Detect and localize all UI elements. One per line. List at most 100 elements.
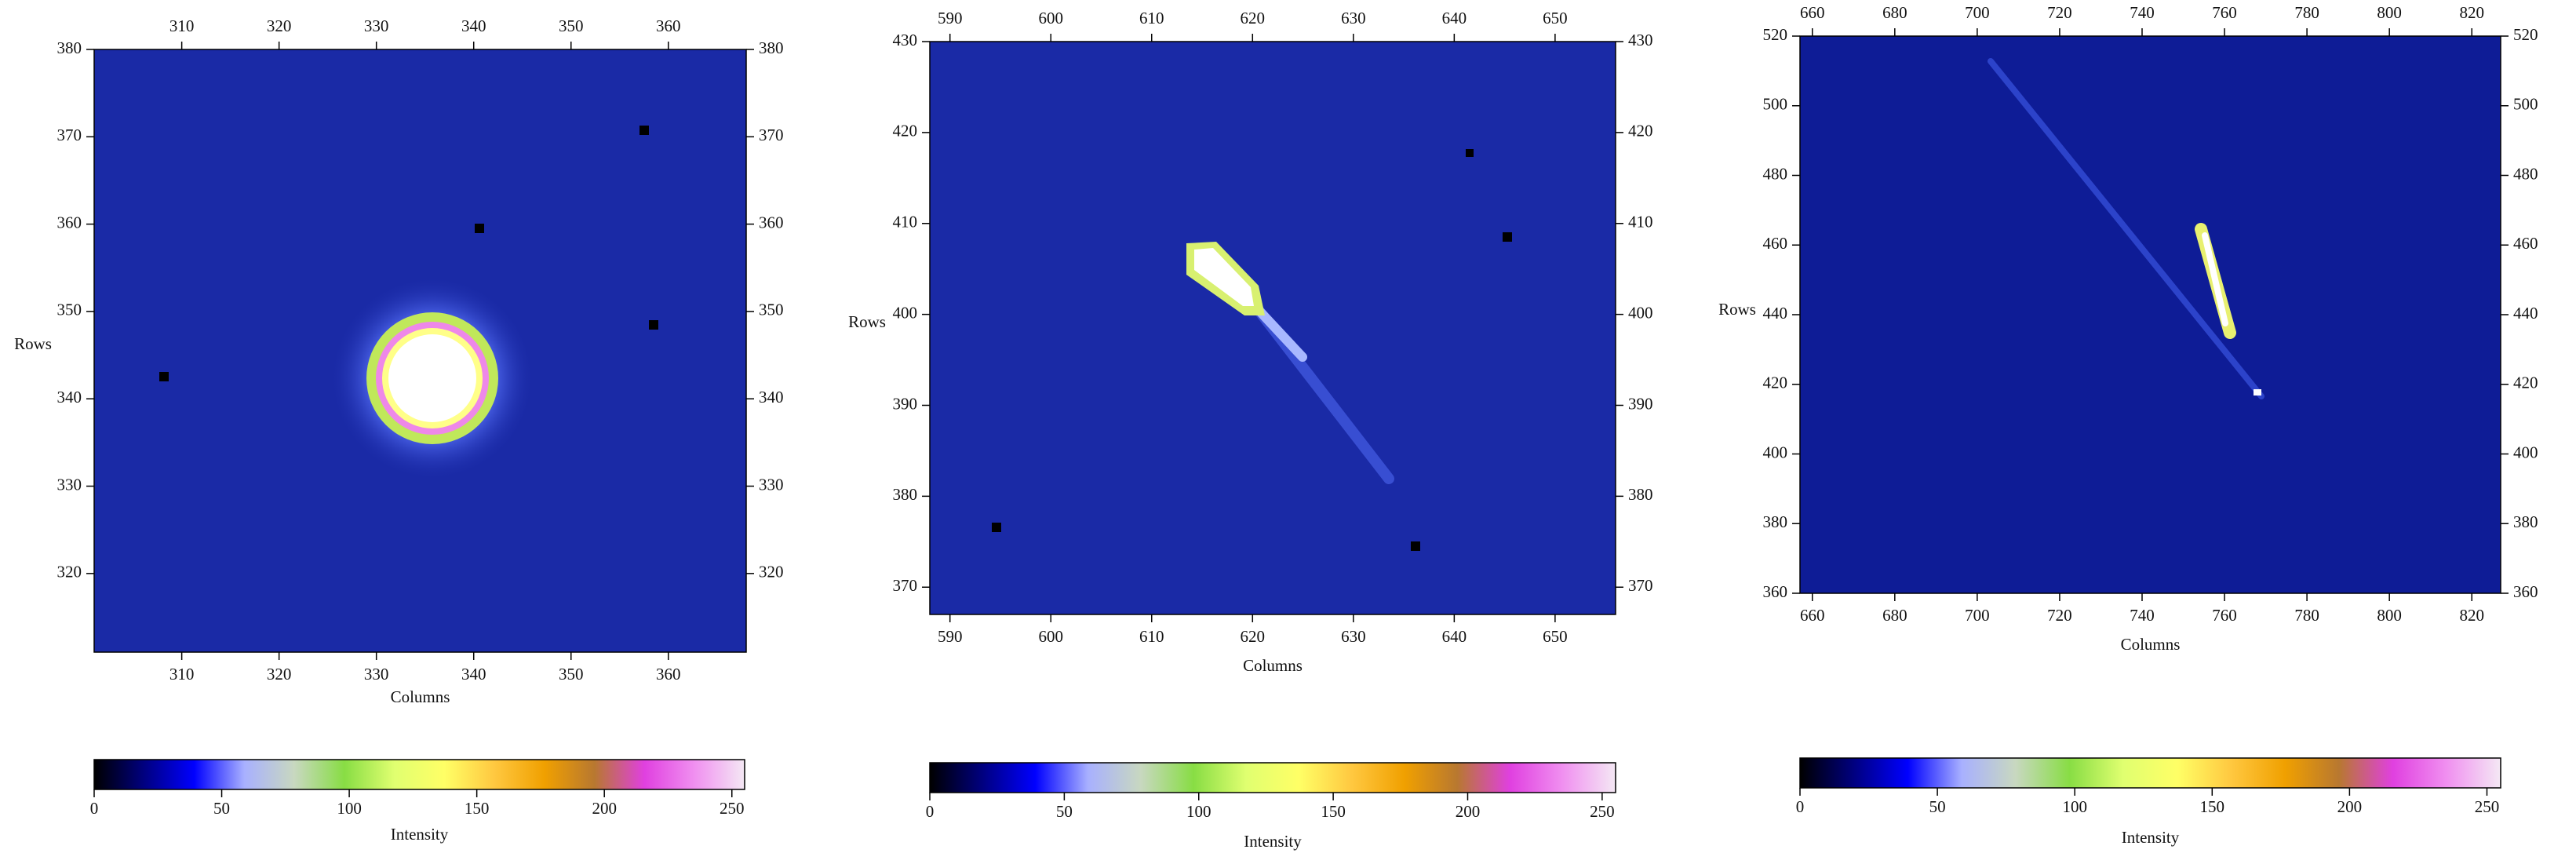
y-tick-label: 350 — [57, 301, 82, 319]
x-tick-label: 700 — [1965, 606, 1990, 625]
star-source — [159, 126, 658, 480]
y-tick-label: 320 — [57, 563, 82, 581]
x-tick-label: 630 — [1341, 9, 1366, 27]
y-tick-label: 500 — [1763, 95, 1788, 114]
colorbar-tick-label: 100 — [337, 799, 362, 818]
colorbar-tick-label: 150 — [2200, 797, 2225, 816]
colorbar-tick-label: 50 — [1056, 802, 1073, 821]
x-tick-label: 800 — [2377, 3, 2402, 22]
colorbar-tick-label: 100 — [1186, 802, 1211, 821]
colorbar — [1799, 757, 2501, 789]
x-tick-label: 590 — [938, 627, 963, 646]
y-tick-label: 380 — [1763, 512, 1788, 531]
colorbar-tick-label: 150 — [1321, 802, 1346, 821]
x-tick-label: 360 — [656, 16, 681, 35]
y-tick-label: 430 — [1628, 31, 1653, 49]
y-tick-label: 500 — [2513, 95, 2538, 114]
streak-source — [992, 149, 1512, 551]
y-tick-label: 420 — [1628, 122, 1653, 140]
colorbar-tick-label: 200 — [1456, 802, 1481, 821]
y-tick-label: 380 — [759, 38, 784, 57]
x-tick-label: 800 — [2377, 606, 2402, 625]
y-tick-label: 370 — [893, 576, 918, 595]
y-tick-label: 360 — [1763, 582, 1788, 601]
colorbar-tick-label: 150 — [465, 799, 490, 818]
x-tick-label: 340 — [461, 665, 486, 683]
y-tick-label: 400 — [1763, 443, 1788, 461]
y-tick-label: 420 — [2513, 374, 2538, 392]
y-tick-label: 430 — [893, 31, 918, 49]
y-tick-label: 330 — [57, 475, 82, 494]
y-tick-label: 340 — [759, 388, 784, 406]
y-tick-label: 360 — [759, 213, 784, 231]
image-area — [1800, 36, 2501, 593]
colorbar-tick-label: 50 — [1929, 797, 1946, 816]
x-tick-label: 600 — [1038, 627, 1063, 646]
colorbar — [929, 762, 1616, 793]
axes-layer: 310 310 320 320 330 330 340 340 350 350 360 360 320 3… — [14, 3, 2538, 851]
colorbar-tick-label: 0 — [90, 799, 99, 818]
x-tick-label: 780 — [2294, 606, 2319, 625]
x-tick-label: 780 — [2294, 3, 2319, 22]
x-tick-label: 620 — [1241, 9, 1266, 27]
y-tick-label: 440 — [1763, 304, 1788, 323]
x-axis-label: Columns — [391, 687, 450, 706]
y-axis-label: Rows — [848, 312, 886, 331]
y-tick-label: 460 — [1763, 234, 1788, 253]
x-axis-label: Columns — [1243, 656, 1303, 675]
y-axis-label: Rows — [1718, 300, 1756, 319]
x-tick-label: 610 — [1139, 9, 1164, 27]
x-tick-label: 700 — [1965, 3, 1990, 22]
x-tick-label: 760 — [2212, 3, 2237, 22]
x-tick-label: 600 — [1038, 9, 1063, 27]
x-tick-label: 340 — [461, 16, 486, 35]
y-tick-label: 380 — [57, 38, 82, 57]
x-tick-label: 350 — [559, 16, 584, 35]
x-tick-label: 760 — [2212, 606, 2237, 625]
y-tick-label: 330 — [759, 475, 784, 494]
y-tick-label: 440 — [2513, 304, 2538, 323]
y-tick-label: 420 — [893, 122, 918, 140]
x-tick-label: 650 — [1543, 627, 1568, 646]
y-tick-label: 360 — [57, 213, 82, 231]
x-tick-label: 360 — [656, 665, 681, 683]
y-tick-label: 410 — [1628, 213, 1653, 231]
x-tick-label: 320 — [267, 16, 292, 35]
x-tick-label: 310 — [169, 665, 195, 683]
streak-source — [1988, 58, 2264, 399]
y-tick-label: 480 — [1763, 164, 1788, 183]
x-tick-label: 640 — [1442, 627, 1467, 646]
colorbar-tick-label: 200 — [592, 799, 617, 818]
y-tick-label: 360 — [2513, 582, 2538, 601]
colorbar-label: Intensity — [391, 825, 449, 844]
colorbar-label: Intensity — [1244, 832, 1302, 851]
y-axis-label: Rows — [14, 334, 52, 353]
x-tick-label: 350 — [559, 665, 584, 683]
x-tick-label: 610 — [1139, 627, 1164, 646]
plot-frame — [93, 49, 747, 653]
colorbar-tick-label: 200 — [2337, 797, 2363, 816]
y-tick-label: 340 — [57, 388, 82, 406]
x-tick-label: 660 — [1800, 3, 1825, 22]
y-tick-label: 320 — [759, 563, 784, 581]
y-tick-label: 410 — [893, 213, 918, 231]
x-tick-label: 740 — [2130, 606, 2155, 625]
x-tick-label: 650 — [1543, 9, 1568, 27]
x-tick-label: 820 — [2459, 3, 2484, 22]
x-tick-label: 320 — [267, 665, 292, 683]
colorbar-tick-label: 100 — [2062, 797, 2087, 816]
y-tick-label: 380 — [1628, 485, 1653, 504]
x-tick-label: 660 — [1800, 606, 1825, 625]
y-tick-label: 370 — [1628, 576, 1653, 595]
x-tick-label: 330 — [364, 16, 389, 35]
y-tick-label: 520 — [1763, 25, 1788, 44]
y-tick-label: 400 — [2513, 443, 2538, 461]
x-tick-label: 720 — [2047, 606, 2072, 625]
x-tick-label: 640 — [1442, 9, 1467, 27]
y-tick-label: 420 — [1763, 374, 1788, 392]
y-tick-label: 460 — [2513, 234, 2538, 253]
colorbar — [93, 759, 745, 790]
x-tick-label: 740 — [2130, 3, 2155, 22]
x-tick-label: 630 — [1341, 627, 1366, 646]
x-axis-label: Columns — [2121, 635, 2181, 654]
